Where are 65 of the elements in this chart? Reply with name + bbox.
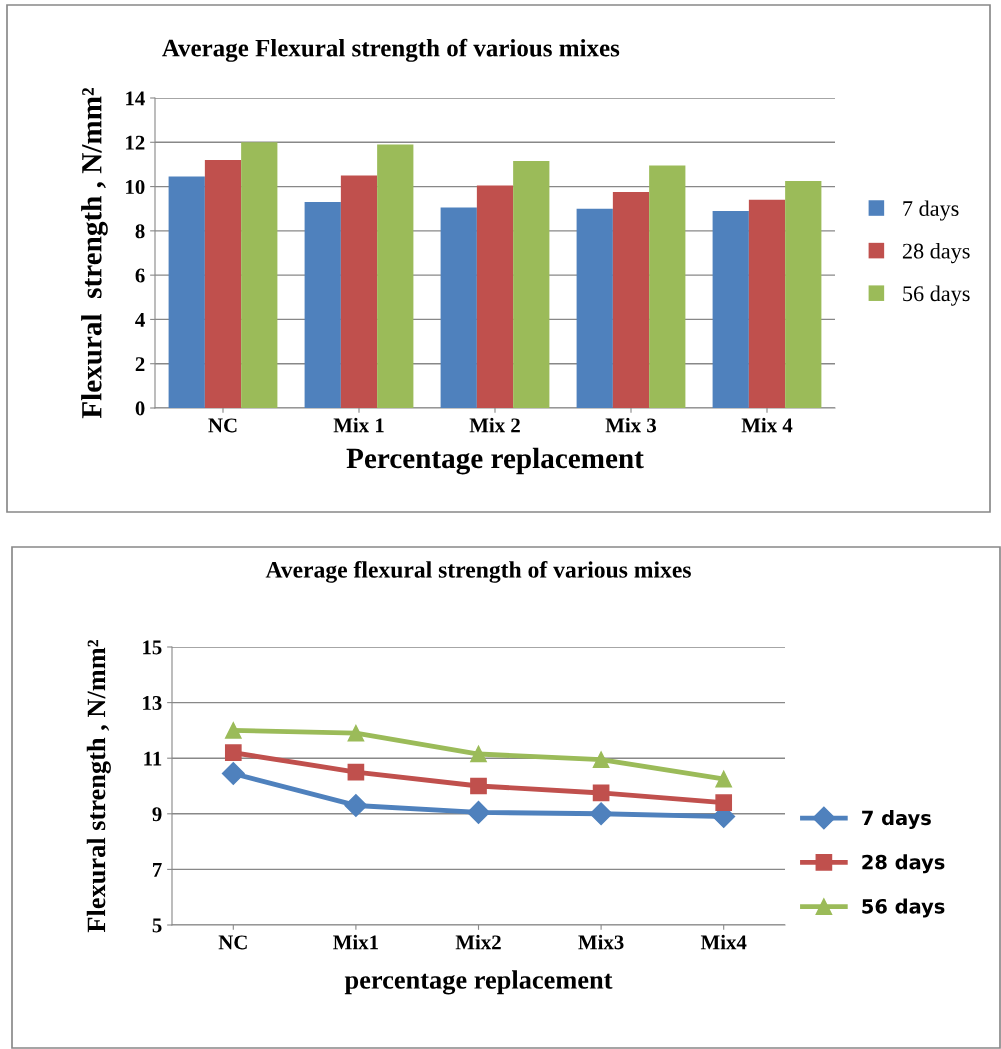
legend-label: 7 days bbox=[903, 200, 959, 221]
y-tick-label: 8 bbox=[135, 224, 145, 239]
bar bbox=[513, 161, 550, 408]
legend-label: 56 days bbox=[862, 898, 945, 918]
x-tick-label: NC bbox=[208, 418, 237, 433]
x-tick-label: Mix3 bbox=[578, 934, 624, 950]
bar bbox=[440, 207, 477, 408]
y-tick-label: 12 bbox=[126, 135, 145, 150]
y-tick-label: 5 bbox=[152, 918, 162, 933]
point bbox=[224, 744, 242, 761]
y-tick-label: 2 bbox=[135, 357, 145, 371]
bar bbox=[612, 192, 650, 408]
bar bbox=[168, 176, 205, 408]
y-tick-label: 4 bbox=[135, 312, 145, 327]
point bbox=[344, 793, 368, 817]
y-tick-label: 11 bbox=[144, 751, 162, 766]
x-tick-label: Mix2 bbox=[455, 934, 501, 950]
x-axis-title: percentage replacement bbox=[344, 970, 613, 995]
legend-label: 28 days bbox=[902, 242, 970, 264]
point bbox=[470, 777, 487, 795]
legend-label: 28 days bbox=[862, 854, 945, 874]
legend-label: 56 days bbox=[903, 285, 970, 306]
bar bbox=[304, 202, 341, 408]
y-tick-label: 10 bbox=[126, 179, 145, 194]
bar bbox=[241, 142, 278, 408]
x-tick-label: Mix 3 bbox=[605, 417, 657, 433]
x-tick-label: NC bbox=[218, 935, 247, 950]
bar bbox=[476, 185, 514, 408]
bar bbox=[649, 165, 686, 408]
point bbox=[715, 770, 733, 788]
x-tick-label: Mix 1 bbox=[333, 417, 384, 433]
y-tick-label: 7 bbox=[153, 862, 162, 877]
x-tick-label: Mix 2 bbox=[469, 417, 520, 433]
y-tick-label: 0 bbox=[135, 401, 145, 416]
bar bbox=[576, 208, 613, 408]
bar bbox=[377, 144, 414, 408]
x-tick-label: Mix 4 bbox=[741, 417, 793, 433]
y-axis-title: Flexural strength , N/mm² bbox=[86, 639, 111, 933]
x-axis-title: Percentage replacement bbox=[346, 447, 644, 475]
point bbox=[347, 724, 365, 742]
chart-title: Average flexural strength of various mixes bbox=[265, 560, 691, 583]
point bbox=[467, 800, 490, 824]
y-tick-label: 6 bbox=[135, 268, 145, 283]
x-tick-label: Mix1 bbox=[333, 934, 378, 950]
bar bbox=[204, 160, 242, 408]
point bbox=[592, 784, 610, 802]
point bbox=[589, 802, 613, 826]
y-tick-label: 13 bbox=[143, 696, 162, 711]
legend-label: 7 days bbox=[862, 810, 931, 830]
x-tick-label: Mix4 bbox=[700, 934, 747, 950]
bar bbox=[785, 181, 822, 408]
point bbox=[224, 722, 242, 739]
chart-title: Average Flexural strength of various mixes bbox=[162, 38, 620, 62]
point bbox=[221, 761, 245, 785]
y-axis-title: Flexural strength , N/mm² bbox=[81, 87, 108, 419]
bar bbox=[748, 199, 786, 408]
point bbox=[592, 751, 610, 768]
y-tick-label: 9 bbox=[152, 807, 162, 822]
y-tick-label: 15 bbox=[143, 640, 162, 655]
bar bbox=[712, 210, 749, 408]
point bbox=[470, 745, 487, 763]
bar bbox=[340, 175, 378, 408]
point bbox=[715, 794, 733, 812]
y-tick-label: 14 bbox=[126, 91, 145, 106]
point bbox=[347, 763, 365, 781]
